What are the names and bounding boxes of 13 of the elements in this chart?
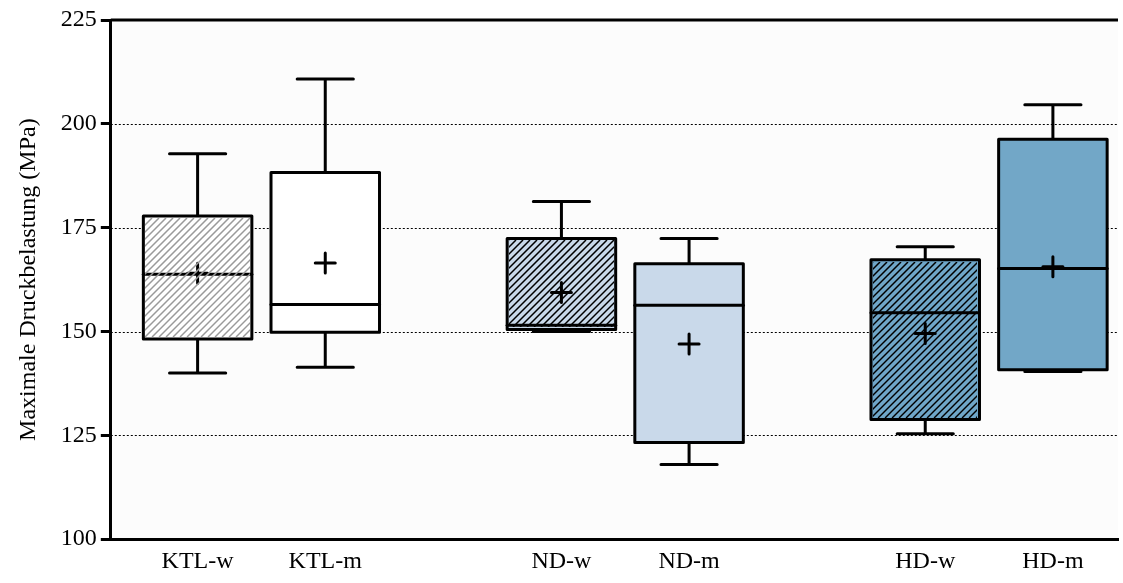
x-tick-label: KTL-w [161,546,235,573]
x-tick-label: KTL-m [288,546,363,573]
x-tick-label: HD-m [1022,546,1084,573]
y-tick-label: 175 [60,212,97,239]
y-tick-label: 125 [60,420,97,447]
x-tick-label: HD-w [895,546,956,573]
y-tick-label: 150 [60,316,97,343]
y-tick-label: 225 [60,5,97,32]
y-tick-label: 100 [60,524,97,551]
y-axis-title: Maximale Druckbelastung (MPa) [13,118,40,441]
x-tick-label: ND-w [531,546,593,573]
y-tick-label: 200 [60,109,97,136]
x-tick-label: ND-m [658,546,721,573]
